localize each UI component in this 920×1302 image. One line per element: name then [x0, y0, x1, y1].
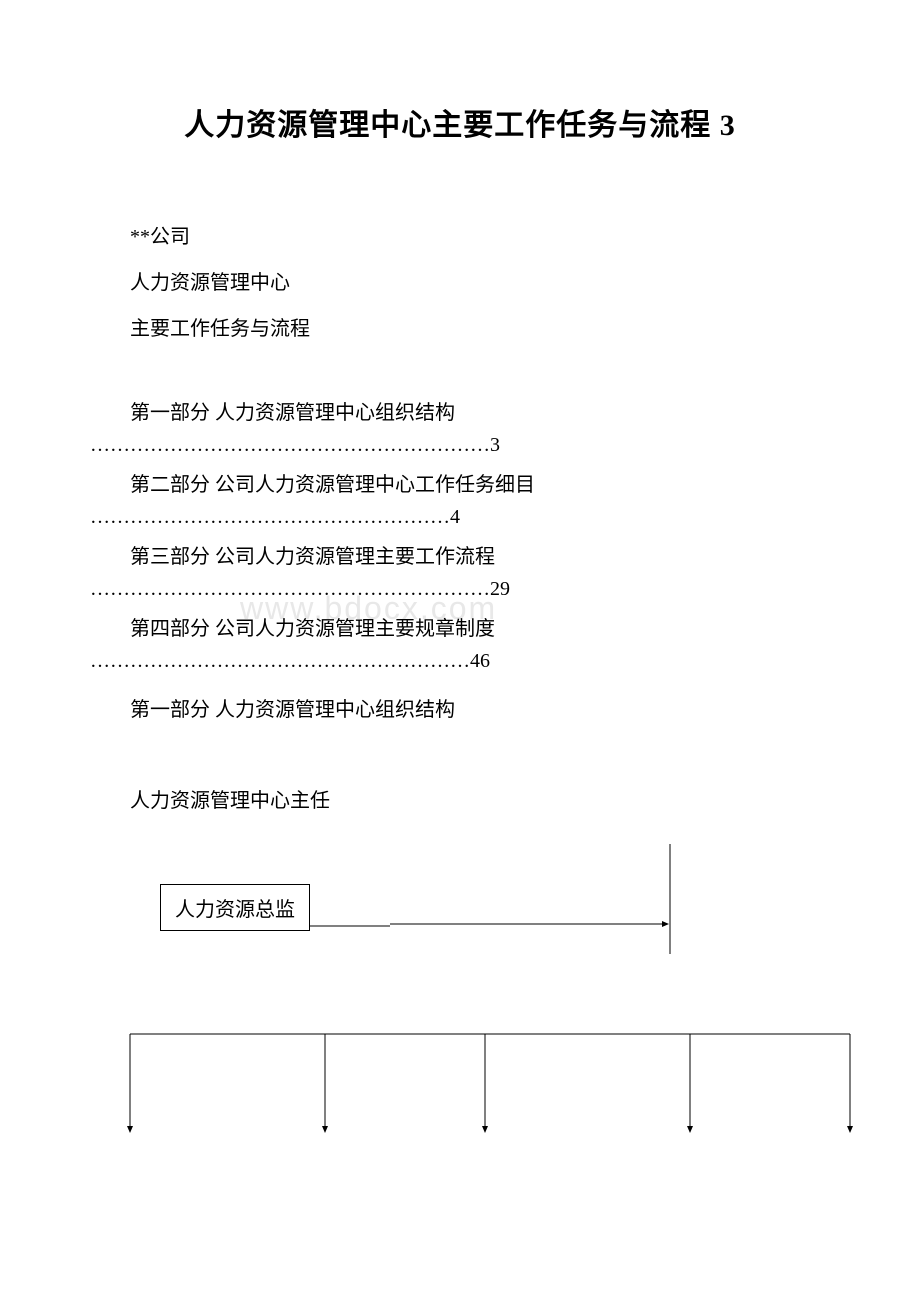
section1-heading: 第一部分 人力资源管理中心组织结构	[90, 687, 830, 733]
toc-title-1: 第一部分 人力资源管理中心组织结构	[90, 397, 830, 429]
department-line: 人力资源管理中心	[90, 260, 830, 306]
company-line: **公司	[90, 214, 830, 260]
toc-entry: 第四部分 公司人力资源管理主要规章制度 …………………………………………………4…	[90, 613, 830, 677]
toc-title-2: 第二部分 公司人力资源管理中心工作任务细目	[90, 469, 830, 501]
document-title: 人力资源管理中心主要工作任务与流程 3	[90, 100, 830, 144]
org-box-director: 人力资源总监	[160, 884, 310, 931]
toc-entry: 第三部分 公司人力资源管理主要工作流程 ………………………………………………………	[90, 541, 830, 605]
toc-leader-2: ………………………………………………4	[90, 501, 830, 533]
toc-title-4: 第四部分 公司人力资源管理主要规章制度	[90, 613, 830, 645]
toc-title-3: 第三部分 公司人力资源管理主要工作流程	[90, 541, 830, 573]
org-chart: 人力资源总监	[90, 844, 830, 1184]
org-top-label: 人力资源管理中心主任	[90, 778, 830, 824]
subject-line: 主要工作任务与流程	[90, 306, 830, 352]
toc-leader-4: …………………………………………………46	[90, 645, 830, 677]
toc-leader-3: ……………………………………………………29	[90, 573, 830, 605]
toc-leader-1: ……………………………………………………3	[90, 429, 830, 461]
toc-entry: 第一部分 人力资源管理中心组织结构 ……………………………………………………3	[90, 397, 830, 461]
toc-entry: 第二部分 公司人力资源管理中心工作任务细目 …………………………………………………	[90, 469, 830, 533]
